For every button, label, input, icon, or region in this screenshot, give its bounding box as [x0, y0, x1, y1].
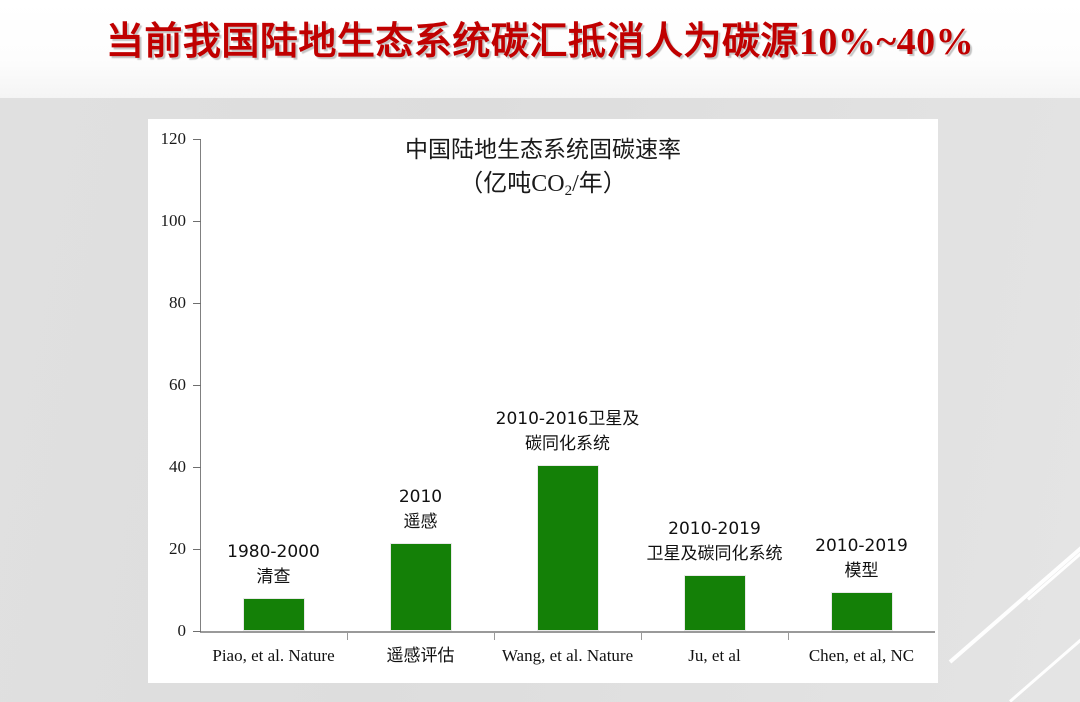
- x-axis-category-label: Wang, et al. Nature: [501, 646, 634, 665]
- bar-annotation-line-1: 1980-2000: [227, 541, 320, 562]
- y-axis-tick: [193, 467, 201, 468]
- bar-annotation-line-1: 2010-2019: [668, 518, 761, 539]
- y-axis-tick-label: 20: [169, 539, 186, 558]
- x-axis-tick: [494, 631, 495, 640]
- y-axis-tick: [193, 385, 201, 386]
- bar-annotation-line-1: 2010: [398, 486, 443, 507]
- x-axis-category-label: 遥感评估: [386, 646, 455, 665]
- y-axis-tick: [193, 303, 201, 304]
- plot-area: 0 20 40 60 80 100 120 1980-2000 清查 Piao, et al. N…: [148, 119, 938, 683]
- y-axis-tick-label: 0: [177, 621, 187, 640]
- bar-annotation: 2010-2019 卫星及碳同化系统: [595, 517, 835, 567]
- x-axis-category-label: Chen, et al, NC: [808, 646, 915, 665]
- x-axis-tick: [641, 631, 642, 640]
- bar-annotation: 2010-2016卫星及 碳同化系统: [448, 407, 688, 457]
- bar: [830, 592, 893, 631]
- y-axis-tick-label: 100: [160, 211, 187, 230]
- bar-annotation: 2010-2019 模型: [742, 534, 982, 584]
- y-axis-tick: [193, 139, 201, 140]
- chart-subtitle-suffix: /年）: [572, 171, 627, 197]
- chart-subtitle-prefix: （亿吨CO: [459, 171, 565, 197]
- x-axis-category-label: Piao, et al. Nature: [212, 646, 335, 665]
- bar: [389, 542, 452, 631]
- bar: [242, 597, 305, 631]
- bar-annotation-line-2: 卫星及碳同化系统: [646, 543, 783, 564]
- y-axis-tick-label: 60: [169, 375, 186, 394]
- y-axis-tick: [193, 549, 201, 550]
- y-axis-tick: [193, 221, 201, 222]
- chart-panel: 中国陆地生态系统固碳速率 （亿吨CO2/年） 0 20 40 60 80 100 120 19…: [148, 119, 938, 683]
- y-axis-tick: [193, 631, 201, 632]
- chart-subtitle: （亿吨CO2/年）: [148, 167, 938, 204]
- chart-subtitle-subscript: 2: [564, 183, 573, 199]
- y-axis-tick-label: 120: [160, 129, 187, 148]
- x-axis-tick: [788, 631, 789, 640]
- bar-annotation-line-2: 模型: [844, 561, 879, 582]
- slide-title: 当前我国陆地生态系统碳汇抵消人为碳源10%~40%: [105, 21, 975, 63]
- background-top-wash: [0, 0, 1080, 100]
- bar-annotation-line-2: 清查: [256, 566, 291, 587]
- bar: [683, 574, 746, 631]
- bar-annotation: 2010 遥感: [301, 485, 541, 535]
- bar-annotation: 1980-2000 清查: [154, 540, 394, 590]
- chart-title: 中国陆地生态系统固碳速率: [405, 137, 681, 163]
- bar-annotation-line-2: 遥感: [403, 511, 438, 532]
- bar-annotation-line-1: 2010-2019: [815, 536, 908, 557]
- x-axis-line: [200, 631, 935, 633]
- x-axis-category-label: Ju, et al: [688, 646, 741, 665]
- bar-annotation-line-2: 碳同化系统: [525, 433, 610, 454]
- bar-annotation-line-1: 2010-2016卫星及: [495, 408, 640, 429]
- y-axis-tick-label: 40: [169, 457, 186, 476]
- bar: [536, 464, 599, 631]
- x-axis-tick: [347, 631, 348, 640]
- y-axis-tick-label: 80: [169, 293, 186, 312]
